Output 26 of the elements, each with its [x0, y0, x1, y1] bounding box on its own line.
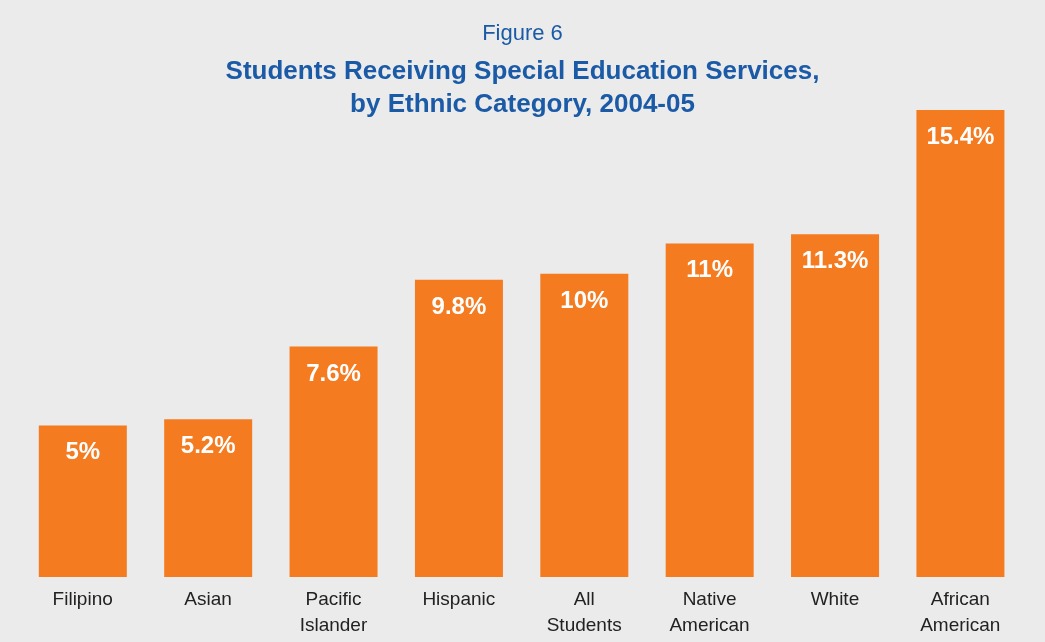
bar: [540, 273, 629, 577]
bar: [665, 243, 754, 577]
bar: [164, 419, 253, 577]
data-label: 11%: [686, 255, 734, 283]
x-tick-label: Asian: [184, 588, 232, 609]
data-label: 15.4%: [926, 122, 995, 149]
bar: [414, 279, 503, 577]
x-tick-label: White: [810, 588, 860, 609]
x-tick-label: Native American: [669, 588, 750, 635]
bar: [289, 346, 378, 577]
data-label: 7.6%: [306, 358, 361, 386]
data-label: 5%: [65, 437, 101, 465]
bar: [916, 110, 1005, 577]
x-tick-label: Hispanic: [422, 588, 496, 609]
chart-title: Students Receiving Special Education Services, by Ethnic Category, 2004-05: [224, 54, 821, 119]
chart-subtitle: Figure 6: [481, 20, 564, 46]
data-label: 9.8%: [431, 291, 487, 319]
x-tick-label: Filipino: [52, 588, 113, 609]
x-tick-label: African American: [920, 588, 1001, 635]
data-label: 5.2%: [180, 431, 236, 459]
x-tick-label: All Students: [546, 588, 622, 635]
bar: [38, 425, 127, 577]
x-tick-label: Pacific Islander: [299, 588, 368, 635]
data-label: 11.3%: [801, 246, 869, 274]
bar: [791, 234, 880, 577]
data-label: 10%: [560, 285, 609, 313]
